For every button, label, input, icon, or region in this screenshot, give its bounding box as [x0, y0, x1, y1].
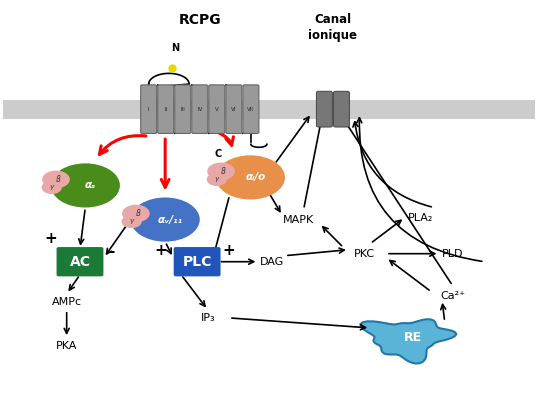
- Text: AMPc: AMPc: [52, 297, 82, 307]
- Text: γ: γ: [49, 184, 54, 190]
- Ellipse shape: [131, 197, 200, 242]
- Text: I: I: [148, 107, 150, 112]
- FancyBboxPatch shape: [140, 85, 157, 133]
- Text: αₛ: αₛ: [85, 180, 96, 190]
- Text: MAPK: MAPK: [282, 214, 314, 225]
- Text: +: +: [223, 243, 236, 258]
- Text: β: β: [55, 175, 60, 184]
- Text: PKC: PKC: [355, 249, 376, 259]
- Ellipse shape: [122, 215, 141, 228]
- Text: αᵥ/₁₁: αᵥ/₁₁: [158, 214, 183, 225]
- FancyBboxPatch shape: [192, 85, 208, 133]
- Text: β: β: [134, 209, 139, 218]
- Text: +: +: [154, 243, 167, 258]
- Ellipse shape: [41, 181, 62, 194]
- FancyBboxPatch shape: [174, 247, 221, 276]
- Text: PLA₂: PLA₂: [408, 212, 434, 223]
- Text: β: β: [220, 167, 224, 176]
- Text: IV: IV: [197, 107, 202, 112]
- Text: Ca²⁺: Ca²⁺: [440, 291, 465, 301]
- Ellipse shape: [122, 205, 150, 222]
- Text: RE: RE: [404, 331, 422, 344]
- FancyBboxPatch shape: [334, 91, 349, 127]
- Text: IP₃: IP₃: [201, 313, 215, 323]
- Text: Canal
ionique: Canal ionique: [308, 13, 357, 42]
- Polygon shape: [360, 319, 456, 363]
- Text: V: V: [215, 107, 218, 112]
- Bar: [3, 100, 535, 119]
- Text: III: III: [180, 107, 185, 112]
- Text: PLD: PLD: [442, 249, 463, 259]
- Text: -: -: [108, 244, 114, 259]
- Text: II: II: [164, 107, 167, 112]
- FancyBboxPatch shape: [56, 247, 103, 276]
- FancyBboxPatch shape: [158, 85, 174, 133]
- Text: AC: AC: [69, 255, 90, 269]
- Text: PLC: PLC: [182, 255, 212, 269]
- FancyBboxPatch shape: [175, 85, 191, 133]
- Ellipse shape: [42, 171, 70, 188]
- Text: γ: γ: [130, 218, 133, 224]
- Text: PKA: PKA: [56, 341, 77, 351]
- Text: C: C: [215, 149, 222, 159]
- FancyBboxPatch shape: [209, 85, 225, 133]
- Text: VI: VI: [231, 107, 237, 112]
- Text: αᵢ/ᴏ: αᵢ/ᴏ: [245, 173, 266, 182]
- Text: N: N: [171, 43, 179, 53]
- Text: VII: VII: [247, 107, 254, 112]
- Ellipse shape: [207, 162, 235, 180]
- Text: RCPG: RCPG: [179, 13, 221, 27]
- FancyBboxPatch shape: [226, 85, 242, 133]
- Text: γ: γ: [215, 176, 219, 182]
- FancyBboxPatch shape: [243, 85, 259, 133]
- Text: +: +: [44, 231, 57, 246]
- Ellipse shape: [216, 155, 285, 199]
- FancyBboxPatch shape: [316, 91, 332, 127]
- Ellipse shape: [207, 173, 227, 186]
- Text: DAG: DAG: [259, 257, 284, 267]
- Ellipse shape: [51, 163, 120, 208]
